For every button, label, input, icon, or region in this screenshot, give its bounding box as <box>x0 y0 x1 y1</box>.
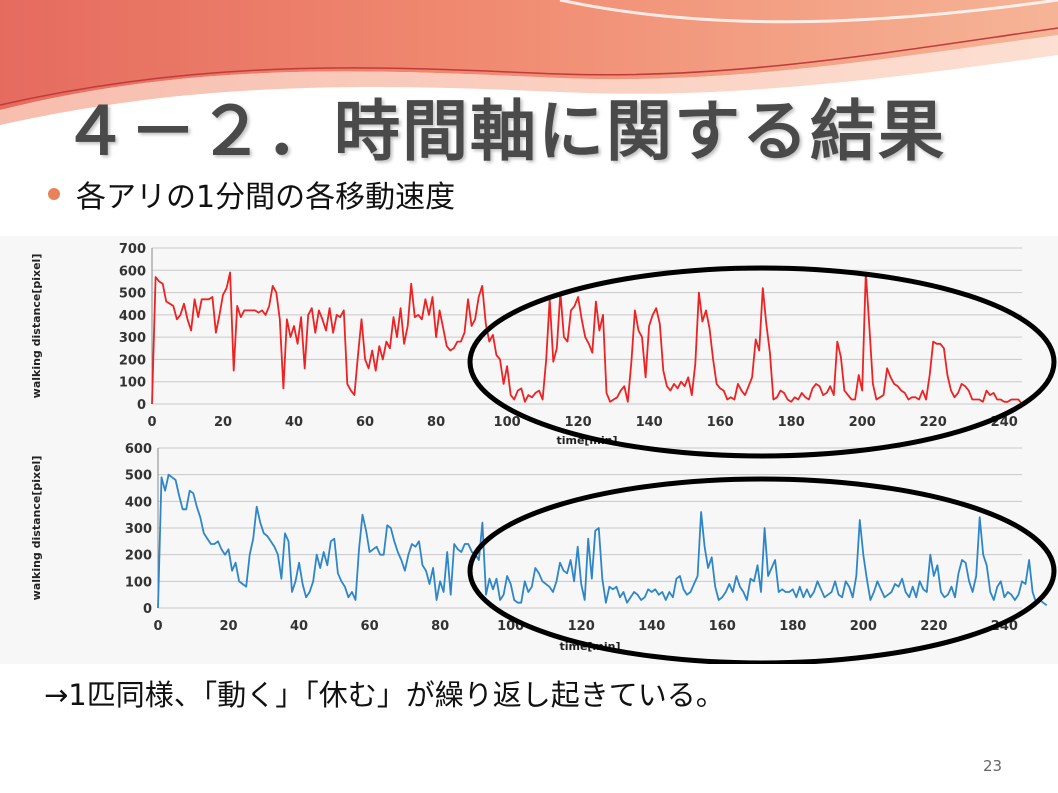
bullet-item: 各アリの1分間の各移動速度 <box>48 172 455 216</box>
x-tick-label-bottom-0: 0 <box>153 619 162 634</box>
x-tick-label-top-9: 180 <box>778 415 805 430</box>
walking-distance-chart-red: 0 100 200 300 400 500 600 700 0 20 40 60 80 100 120 140… <box>30 242 1023 447</box>
y-tick-label-bottom-3: 300 <box>125 522 152 537</box>
x-tick-label-top-1: 20 <box>214 415 232 430</box>
x-tick-label-bottom-4: 80 <box>431 619 449 634</box>
y-tick-label-top-3: 300 <box>119 331 146 346</box>
x-tick-label-bottom-8: 160 <box>709 619 736 634</box>
x-tick-label-bottom-10: 200 <box>850 619 877 634</box>
series-line-top <box>151 271 1023 405</box>
y-tick-label-bottom-4: 400 <box>125 495 152 510</box>
x-tick-label-bottom-7: 140 <box>638 619 665 634</box>
y-tick-label-bottom-2: 200 <box>125 549 152 564</box>
x-tick-label-top-3: 60 <box>356 415 374 430</box>
x-tick-label-top-6: 120 <box>565 415 592 430</box>
x-tick-label-bottom-3: 60 <box>361 619 379 634</box>
x-tick-label-top-5: 100 <box>494 415 521 430</box>
y-tick-label-bottom-1: 100 <box>125 575 152 590</box>
y-axis-label-top: walking distance[pixel] <box>30 254 43 399</box>
header-wave-decoration <box>0 0 1058 125</box>
x-tick-label-top-11: 220 <box>920 415 947 430</box>
x-tick-label-bottom-6: 120 <box>568 619 595 634</box>
bullet-dot-icon <box>48 188 60 200</box>
x-tick-label-top-10: 200 <box>849 415 876 430</box>
x-axis-label-top: time[min] <box>556 434 617 447</box>
y-tick-label-top-0: 0 <box>137 398 146 413</box>
x-tick-label-top-7: 140 <box>636 415 663 430</box>
y-tick-label-top-1: 100 <box>119 376 146 391</box>
y-tick-label-bottom-6: 600 <box>125 442 152 457</box>
x-tick-label-top-0: 0 <box>147 415 156 430</box>
x-tick-label-bottom-9: 180 <box>779 619 806 634</box>
y-tick-label-top-2: 200 <box>119 353 146 368</box>
x-tick-label-bottom-1: 20 <box>219 619 237 634</box>
y-tick-label-bottom-5: 500 <box>125 469 152 484</box>
x-tick-label-bottom-2: 40 <box>290 619 308 634</box>
y-axis-label-bottom: walking distance[pixel] <box>30 456 43 601</box>
y-tick-label-top-7: 700 <box>119 242 146 257</box>
y-tick-label-bottom-0: 0 <box>143 602 152 617</box>
x-tick-label-top-2: 40 <box>285 415 303 430</box>
x-tick-label-bottom-11: 220 <box>920 619 947 634</box>
highlight-ellipse-top <box>467 265 1057 459</box>
y-tick-label-top-4: 400 <box>119 309 146 324</box>
y-tick-label-top-6: 600 <box>119 264 146 279</box>
x-tick-label-top-8: 160 <box>707 415 734 430</box>
y-tick-label-top-5: 500 <box>119 287 146 302</box>
highlight-ellipse-bottom <box>467 476 1057 664</box>
bullet-text: 各アリの1分間の各移動速度 <box>76 180 456 215</box>
x-tick-label-top-4: 80 <box>427 415 445 430</box>
page-number: 23 <box>983 757 1003 775</box>
conclusion-text: →1匹同様、「動く」「休む」が繰り返し起きている。 <box>44 678 725 712</box>
slide-title: ４－２．時間軸に関する結果 <box>62 92 946 170</box>
series-line-bottom <box>157 473 1048 609</box>
